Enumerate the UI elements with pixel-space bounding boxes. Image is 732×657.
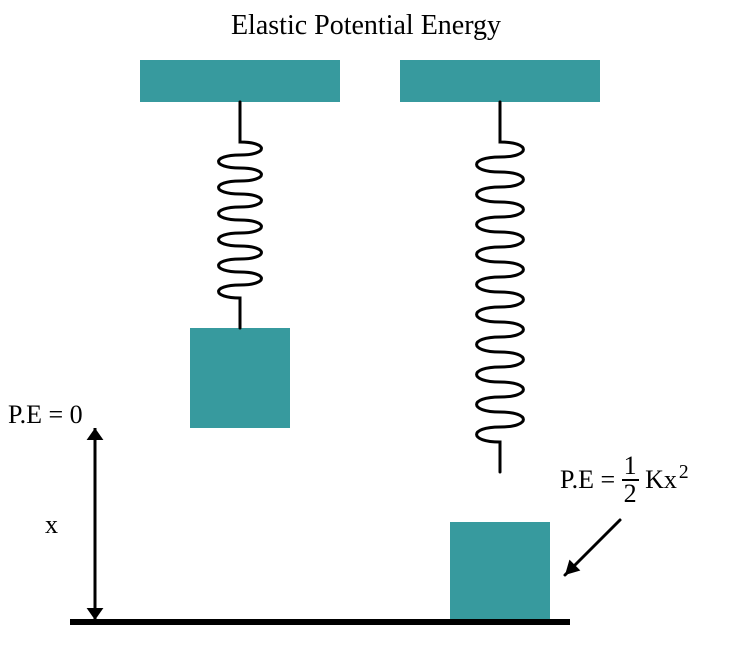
- diagram-svg: [0, 0, 732, 657]
- x-arrow-head-down: [87, 608, 104, 620]
- x-arrow-head-up: [87, 428, 104, 440]
- left-spring: [219, 102, 262, 328]
- right-spring: [477, 102, 524, 472]
